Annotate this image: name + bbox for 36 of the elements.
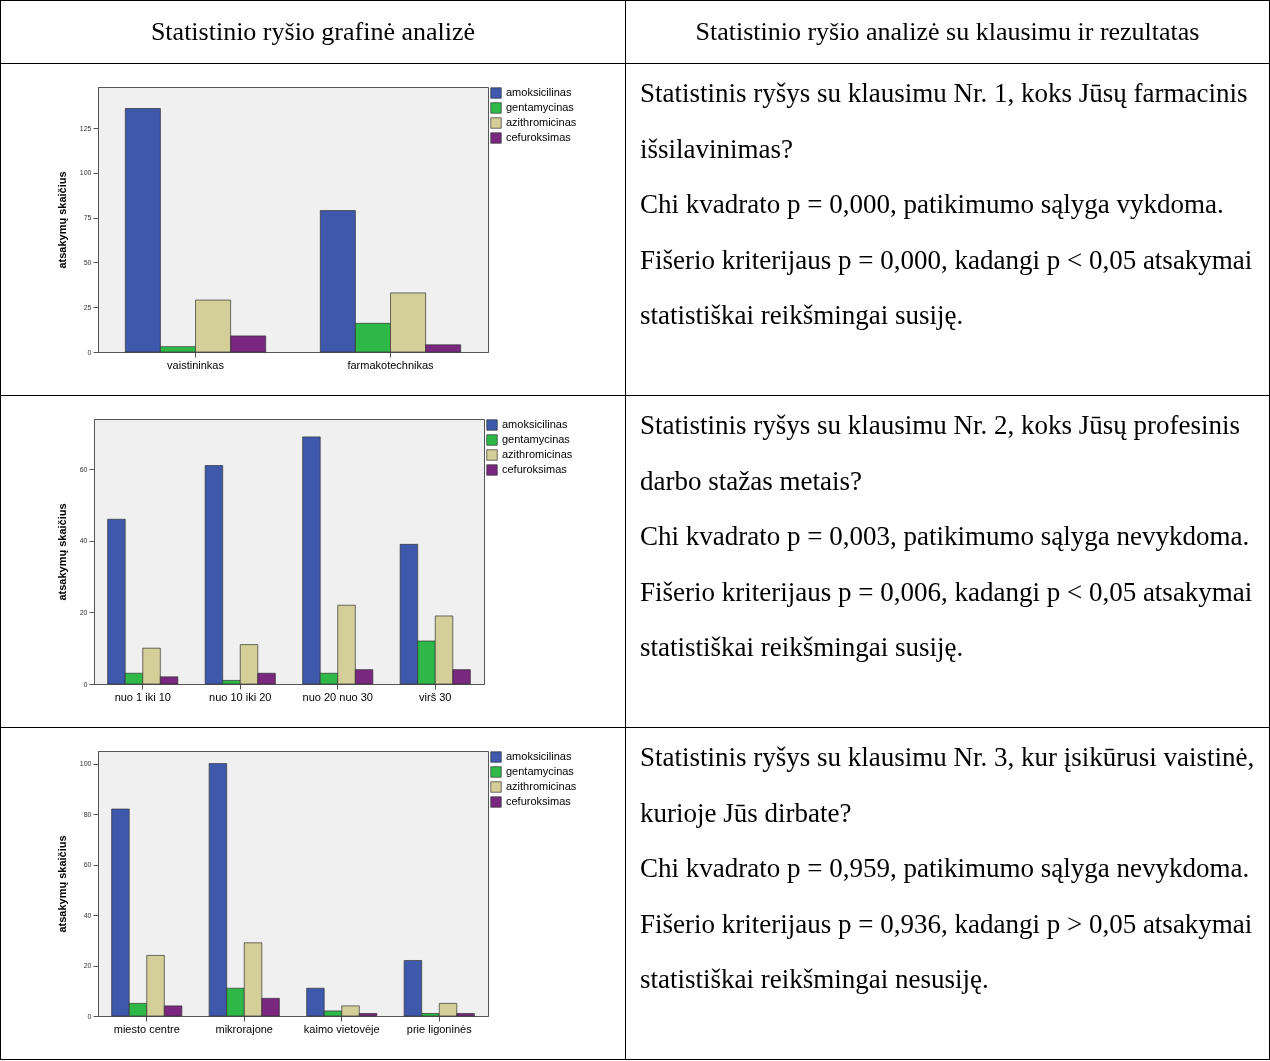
legend-label: gentamycinas — [506, 101, 575, 113]
x-tick-label: virš 30 — [419, 690, 452, 703]
x-tick-label: kaimo vietovėje — [303, 1022, 380, 1035]
y-axis-title: atsakymų skaičius — [55, 835, 68, 933]
legend-label: amoksicilinas — [506, 86, 572, 98]
text: Statistinis ryšys su klausimu Nr. 2, koks Jūsų profesinis darbo stažas metais? — [640, 409, 1242, 498]
x-tick-label: farmakotechnikas — [347, 358, 435, 371]
chart-title: Statistinio ryšio grafinė analizė — [0, 0, 626, 64]
y-axis-title: atsakymų skaičius — [55, 171, 68, 269]
y-axis-title: atsakymų skaičius — [55, 503, 68, 601]
text: Fišerio kriterijaus p = 0,936, kadangi p > 0,05 atsakymai statistiškai reikšmingai nesusiję. — [640, 907, 1254, 996]
x-tick-label: vaistininkas — [167, 358, 225, 371]
legend-label: gentamycinas — [506, 765, 575, 777]
legend-label: amoksicilinas — [506, 750, 572, 762]
text: Statistinis ryšys su klausimu Nr. 3, kur įsikūrusi vaistinė, kurioje Jūs dirbate? — [640, 741, 1256, 830]
x-tick-label: mikrorajone — [215, 1022, 273, 1035]
legend-label: azithromicinas — [506, 116, 577, 128]
legend-label: cefuroksimas — [506, 131, 572, 143]
legend-label: cefuroksimas — [502, 463, 568, 475]
x-tick-label: nuo 1 iki 10 — [114, 690, 171, 703]
legend-label: amoksicilinas — [502, 418, 568, 430]
text: Chi kvadrato p = 0,959, patikimumo sąlyga nevykdoma. — [640, 852, 1251, 885]
text: Chi kvadrato p = 0,003, patikimumo sąlyga nevykdoma. — [640, 520, 1251, 553]
text: Statistinio ryšio analizė su klausimu ir rezultatas — [625, 0, 1270, 64]
text: Statistinis ryšys su klausimu Nr. 1, koks Jūsų farmacinis išsilavinimas? — [640, 77, 1249, 166]
legend-label: cefuroksimas — [506, 795, 572, 807]
text: Fišerio kriterijaus p = 0,000, kadangi p < 0,05 atsakymai statistiškai reikšmingai susiję. — [640, 243, 1254, 332]
x-tick-label: nuo 10 iki 20 — [209, 690, 272, 703]
text: Chi kvadrato p = 0,000, patikimumo sąlyga vykdoma. — [640, 188, 1225, 221]
text: Fišerio kriterijaus p = 0,006, kadangi p < 0,05 atsakymai statistiškai reikšmingai susiję. — [640, 575, 1254, 664]
legend-label: azithromicinas — [502, 448, 573, 460]
x-tick-label: miesto centre — [113, 1022, 180, 1035]
x-tick-label: prie ligoninės — [406, 1022, 473, 1035]
legend-label: gentamycinas — [502, 433, 571, 445]
x-tick-label: nuo 20 nuo 30 — [302, 690, 373, 703]
legend-label: azithromicinas — [506, 780, 577, 792]
